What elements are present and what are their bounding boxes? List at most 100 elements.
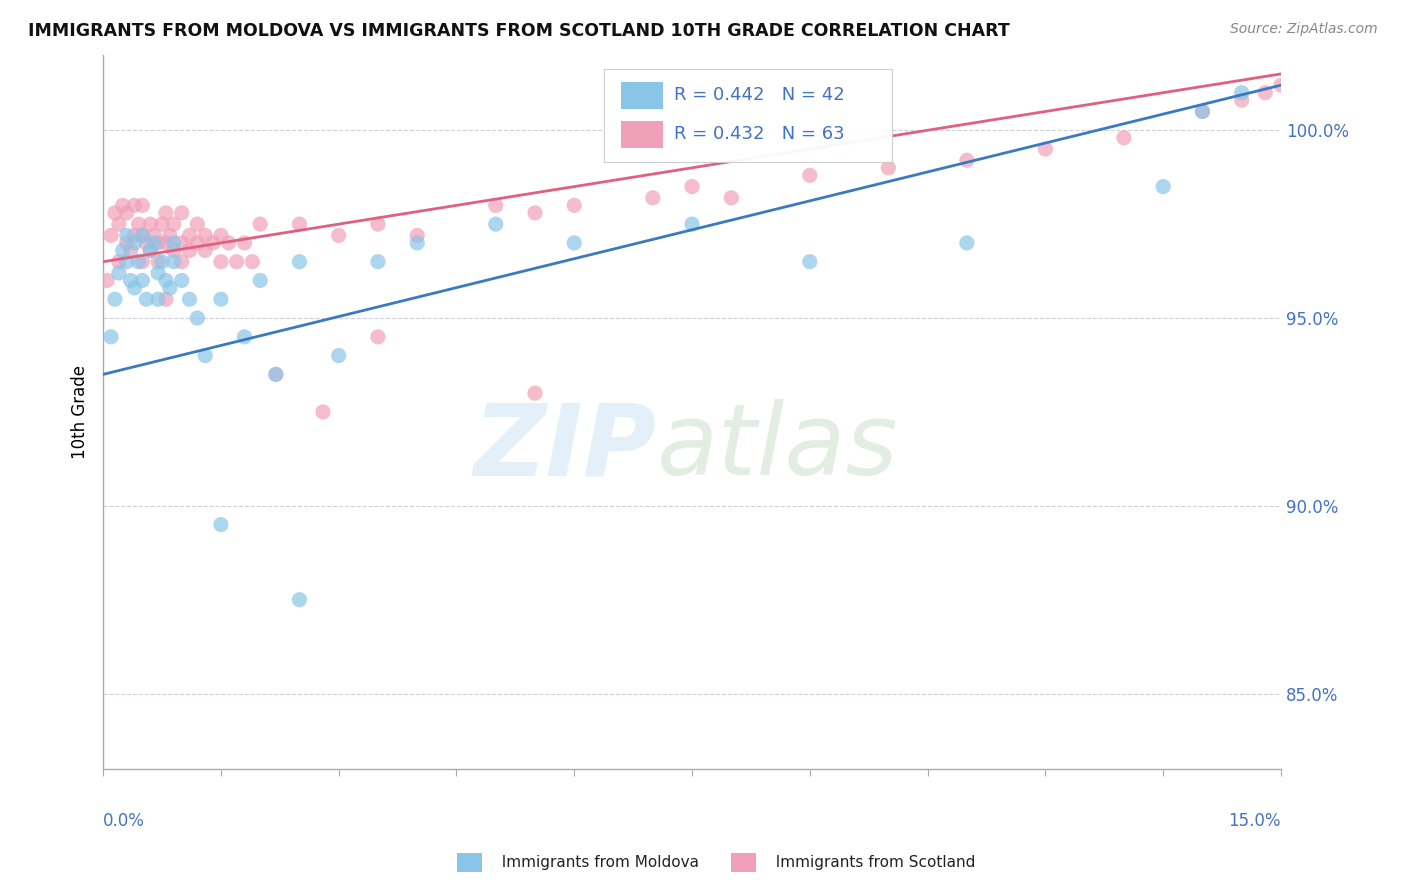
Text: R = 0.442   N = 42: R = 0.442 N = 42 [675, 87, 845, 104]
Point [562, 198, 585, 212]
Point [163, 235, 186, 250]
Text: ZIP: ZIP [474, 399, 657, 496]
Text: 15.0%: 15.0% [1229, 812, 1281, 830]
Point [249, 273, 271, 287]
Point [406, 235, 429, 250]
Point [485, 198, 508, 212]
Point [131, 228, 153, 243]
Point [209, 292, 232, 306]
Point [143, 228, 166, 243]
Point [877, 161, 900, 175]
Point [209, 254, 232, 268]
Point [96, 273, 118, 287]
Point [111, 244, 134, 258]
Point [120, 273, 142, 287]
Text: Source: ZipAtlas.com: Source: ZipAtlas.com [1230, 22, 1378, 37]
Point [131, 198, 153, 212]
Point [124, 228, 146, 243]
Point [115, 228, 138, 243]
Point [799, 169, 821, 183]
Text: 0.0%: 0.0% [103, 812, 145, 830]
Point [146, 266, 169, 280]
Point [155, 273, 177, 287]
Point [225, 254, 247, 268]
Text: Immigrants from Scotland: Immigrants from Scotland [766, 855, 976, 870]
Point [312, 405, 335, 419]
Point [179, 244, 201, 258]
Point [124, 281, 146, 295]
Point [135, 292, 157, 306]
Point [194, 349, 217, 363]
Point [155, 206, 177, 220]
Point [328, 228, 350, 243]
Point [150, 254, 173, 268]
Point [288, 592, 311, 607]
Point [186, 217, 208, 231]
Point [233, 235, 256, 250]
Point [524, 206, 547, 220]
Point [115, 254, 138, 268]
Point [1230, 93, 1253, 107]
Point [139, 244, 162, 258]
Point [170, 254, 193, 268]
Point [163, 254, 186, 268]
Text: Immigrants from Moldova: Immigrants from Moldova [492, 855, 699, 870]
Point [108, 266, 131, 280]
Point [135, 235, 157, 250]
Point [524, 386, 547, 401]
Text: IMMIGRANTS FROM MOLDOVA VS IMMIGRANTS FROM SCOTLAND 10TH GRADE CORRELATION CHART: IMMIGRANTS FROM MOLDOVA VS IMMIGRANTS FR… [28, 22, 1010, 40]
Point [100, 330, 122, 344]
Point [100, 228, 122, 243]
Point [562, 235, 585, 250]
Point [367, 217, 389, 231]
Point [163, 217, 186, 231]
Point [159, 281, 181, 295]
Point [146, 254, 169, 268]
Point [1191, 104, 1213, 119]
FancyBboxPatch shape [621, 81, 662, 109]
Point [186, 311, 208, 326]
Point [127, 217, 149, 231]
Point [406, 228, 429, 243]
Point [1191, 104, 1213, 119]
Point [108, 254, 131, 268]
Point [240, 254, 263, 268]
Point [233, 330, 256, 344]
Y-axis label: 10th Grade: 10th Grade [72, 365, 89, 459]
Point [249, 217, 271, 231]
Point [956, 235, 979, 250]
Point [956, 153, 979, 168]
Point [170, 273, 193, 287]
Point [264, 368, 287, 382]
FancyBboxPatch shape [621, 120, 662, 148]
Point [104, 206, 127, 220]
Point [681, 179, 703, 194]
Point [127, 254, 149, 268]
Point [120, 244, 142, 258]
Point [1112, 130, 1135, 145]
Point [170, 206, 193, 220]
Point [328, 349, 350, 363]
Point [131, 228, 153, 243]
Point [264, 368, 287, 382]
Point [115, 206, 138, 220]
Point [218, 235, 240, 250]
Point [209, 228, 232, 243]
Point [143, 235, 166, 250]
Point [202, 235, 225, 250]
Point [115, 235, 138, 250]
Point [194, 244, 217, 258]
Point [1254, 86, 1277, 100]
Point [209, 517, 232, 532]
Point [681, 217, 703, 231]
Point [150, 217, 173, 231]
Point [124, 235, 146, 250]
Point [641, 191, 664, 205]
Point [367, 330, 389, 344]
FancyBboxPatch shape [603, 70, 893, 162]
Point [155, 235, 177, 250]
Point [799, 254, 821, 268]
Point [146, 235, 169, 250]
Point [139, 217, 162, 231]
Point [288, 217, 311, 231]
